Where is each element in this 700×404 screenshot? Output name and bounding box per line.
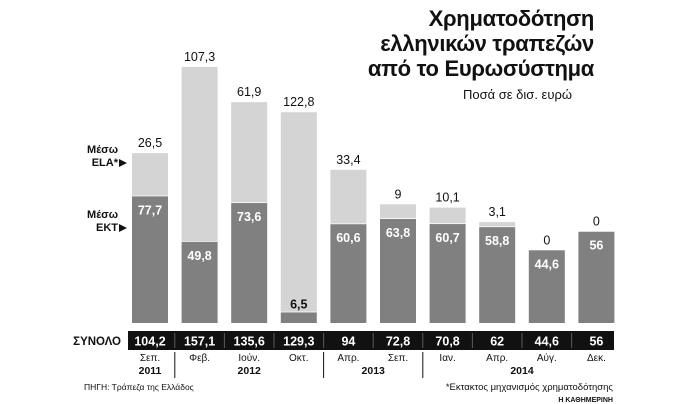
ela-value-label: 107,3 — [184, 50, 215, 64]
year-label: 2014 — [510, 365, 534, 377]
month-label: Δεκ. — [587, 353, 606, 364]
ela-value-label: 10,1 — [435, 191, 459, 205]
month-label: Φεβ. — [189, 353, 210, 364]
chart-title: Χρηματοδότηση ελληνικών τραπεζών από το … — [368, 6, 594, 102]
total-value: 104,2 — [134, 335, 165, 349]
ela-value-label: 122,8 — [283, 95, 314, 109]
ekt-value-label: 56 — [589, 239, 603, 253]
ela-bar — [330, 169, 367, 225]
month-label: Οκτ. — [289, 353, 309, 364]
title-line-2: ελληνικών τραπεζών — [380, 31, 594, 56]
ekt-value-label: 60,7 — [435, 231, 459, 245]
title-line-3: από το Ευρωσύστημα — [367, 56, 594, 81]
legend-ekt-arrow-icon — [119, 224, 127, 232]
ela-bar — [380, 204, 416, 220]
ela-value-label: 0 — [543, 233, 550, 247]
chart-subtitle: Ποσά σε δισ. ευρώ — [462, 87, 572, 102]
ela-value-label: 26,5 — [138, 136, 162, 150]
legend-ela-arrow-icon — [119, 159, 127, 167]
month-label: Σεπ. — [140, 353, 160, 364]
total-value: 135,6 — [234, 335, 265, 349]
total-value: 157,1 — [184, 335, 215, 349]
total-value: 44,6 — [535, 335, 559, 349]
ela-bar — [429, 207, 466, 225]
ekt-bar — [429, 224, 466, 323]
title-line-1: Χρηματοδότηση — [428, 6, 595, 31]
ela-bar — [132, 153, 168, 197]
ekt-bar — [280, 312, 317, 323]
legend-ela-label: ELA* — [92, 157, 119, 169]
month-label: Σεπ. — [388, 353, 408, 364]
ekt-bar — [231, 203, 268, 323]
ela-bar — [231, 102, 268, 204]
ekt-bar — [330, 224, 367, 323]
month-label: Ιαν. — [439, 353, 455, 364]
ekt-value-label: 63,8 — [386, 226, 410, 240]
legend-ekt-label: Μέσω — [87, 209, 118, 221]
ekt-bar — [380, 219, 416, 323]
ekt-value-label: 73,6 — [237, 210, 261, 224]
ekt-bar — [528, 250, 565, 323]
publisher-credit: Η ΚΑΘΗΜΕΡΙΝΗ — [558, 397, 613, 404]
month-label: Απρ. — [337, 353, 359, 364]
source-note: ΠΗΓΗ: Τράπεζα της Ελλάδος — [84, 382, 194, 392]
ekt-bar — [181, 241, 218, 323]
ekt-bar — [578, 231, 615, 323]
legend-ekt-label: ΕΚΤ — [96, 222, 118, 234]
ela-value-label: 9 — [395, 187, 402, 201]
year-label: 2011 — [139, 365, 162, 377]
total-value: 62 — [490, 335, 504, 349]
month-label: Ιούν. — [238, 352, 260, 364]
ela-bar — [181, 66, 218, 242]
ela-value-label: 61,9 — [237, 85, 261, 99]
total-value: 56 — [589, 335, 603, 349]
total-value: 129,3 — [283, 335, 314, 349]
ela-value-label: 3,1 — [489, 205, 506, 219]
ela-bar — [280, 112, 317, 313]
ela-value-label: 33,4 — [336, 153, 360, 167]
totals-band — [128, 331, 614, 350]
year-label: 2013 — [362, 365, 386, 377]
ela-bar — [479, 222, 516, 228]
ekt-value-label: 44,6 — [535, 257, 559, 271]
ekt-value-label: 6,5 — [290, 297, 307, 311]
ela-value-label: 0 — [593, 215, 600, 229]
year-label: 2012 — [238, 365, 262, 377]
ekt-bar — [479, 227, 516, 323]
month-label: Απρ. — [486, 353, 508, 364]
legend-ela-label: Μέσω — [87, 144, 118, 156]
ekt-bar — [132, 196, 168, 323]
ekt-value-label: 49,8 — [187, 249, 211, 263]
month-label: Αύγ. — [537, 352, 557, 364]
ekt-value-label: 77,7 — [138, 203, 162, 217]
total-value: 94 — [341, 335, 355, 349]
total-value: 72,8 — [386, 335, 410, 349]
footnote: *Εκτακτος μηχανισμός χρηματοδότησης — [446, 382, 614, 393]
total-value: 70,8 — [435, 335, 459, 349]
totals-label: ΣΥΝΟΛΟ — [73, 336, 121, 348]
ekt-value-label: 58,8 — [485, 234, 509, 248]
ekt-value-label: 60,6 — [336, 231, 360, 245]
